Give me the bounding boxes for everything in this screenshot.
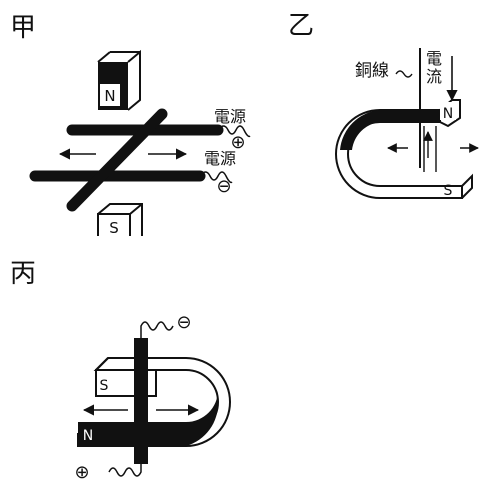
magnet-n-label: N <box>104 87 115 105</box>
pole-s-bing: S <box>100 378 109 394</box>
pole-s-yi: S <box>444 183 453 199</box>
magnet-n-top: N <box>97 49 141 111</box>
power-label-1: 電源 <box>214 107 246 126</box>
coil-bottom <box>199 171 233 184</box>
minus-terminal: ⊖ <box>216 176 231 197</box>
power-label-2: 電源 <box>204 149 236 168</box>
copper-wire-label: 銅線 <box>355 61 389 81</box>
current-label-2: 流 <box>426 67 442 86</box>
magnet-s-label: S <box>109 219 119 237</box>
panel-bing: 丙 S N ⊖ ⊕ <box>10 259 231 483</box>
sliding-rod <box>66 108 168 212</box>
plus-terminal: ⊕ <box>230 132 245 153</box>
magnet-s-bottom: S <box>97 203 143 237</box>
minus-terminal-bing: ⊖ <box>176 312 191 333</box>
coil-top-bing <box>140 321 174 338</box>
horseshoe-magnet-yi: N S <box>335 99 473 199</box>
coil-bottom-bing <box>108 464 142 477</box>
pole-n-yi: N <box>443 106 453 122</box>
panel-yi: 乙 銅線 電 流 N S <box>288 11 479 199</box>
wire-leader <box>395 70 413 78</box>
coil-top <box>217 125 251 138</box>
current-label-1: 電 <box>426 49 442 68</box>
horseshoe-magnet-bing: S N <box>77 357 231 447</box>
panel-jia: 甲 N S ⊕ ⊖ 電源 電源 <box>10 13 251 237</box>
rod-bing <box>134 338 148 464</box>
pole-n-bing: N <box>83 428 93 444</box>
panel-bing-label: 丙 <box>10 259 36 289</box>
plus-terminal-bing: ⊕ <box>74 462 89 483</box>
panel-yi-label: 乙 <box>288 11 314 41</box>
panel-jia-label: 甲 <box>10 13 36 43</box>
